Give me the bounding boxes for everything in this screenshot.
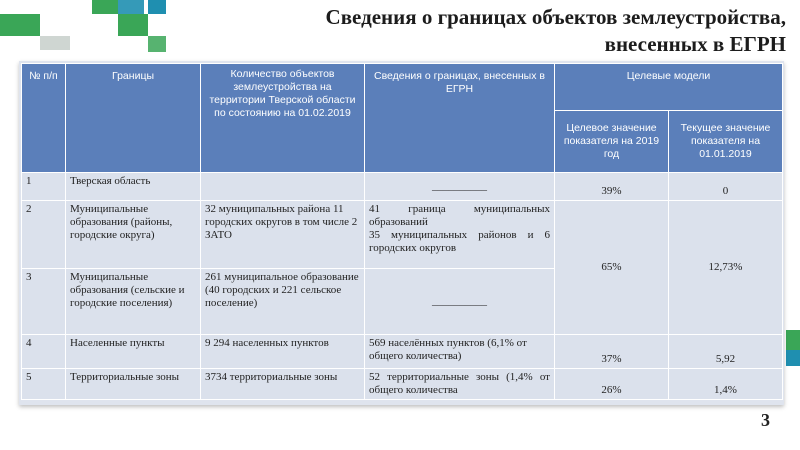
row-2-info: 41 граница муниципальных образований 35 …: [364, 200, 555, 269]
row-2-info-line-2: 35 муниципальных районов и 6 городских о…: [369, 229, 550, 254]
decorative-right-squares: [786, 330, 800, 366]
row-2-name: Муниципальные образования (районы, город…: [65, 200, 201, 269]
row-4-num: 4: [21, 334, 66, 369]
header-count: Количество объектов землеустройства на т…: [200, 63, 365, 173]
egrn-boundaries-table: № п/п Границы Количество объектов землеу…: [21, 63, 784, 400]
row-2-info-line-1: 41 граница муниципальных образований: [369, 203, 550, 228]
deco-square-green-4: [148, 36, 166, 52]
decorative-corner-shapes: [0, 0, 166, 52]
row-1-num: 1: [21, 172, 66, 201]
deco-square-green-3: [118, 14, 148, 36]
table-row: 5 Территориальные зоны 3734 территориаль…: [21, 368, 784, 400]
row-5-info: 52 территориальные зоны (1,4% от общего …: [364, 368, 555, 400]
row-5-target: 26%: [554, 368, 669, 400]
row-3-num: 3: [21, 268, 66, 335]
row-4-target: 37%: [554, 334, 669, 369]
row-4-current: 5,92: [667, 334, 784, 369]
header-current-value: Текущее значение показателя на 01.01.201…: [667, 110, 784, 173]
row-5-current: 1,4%: [667, 368, 784, 400]
row-2-num: 2: [21, 200, 66, 269]
row-1-count: [200, 172, 365, 201]
row-2-3-current: 12,73%: [667, 200, 784, 335]
table-row: 3 Муниципальные образования (сельские и …: [21, 268, 783, 335]
table-row: 1 Тверская область __________ 39% 0: [21, 172, 784, 201]
deco-square-teal-1: [118, 0, 144, 14]
row-2-count: 32 муниципальных района 11 городских окр…: [200, 200, 365, 269]
row-2-3-target: 65%: [554, 200, 669, 335]
row-5-num: 5: [21, 368, 66, 400]
deco-square-green-1: [92, 0, 118, 14]
slide-title: Сведения о границах объектов землеустрой…: [226, 4, 786, 58]
header-num: № п/п: [21, 63, 66, 173]
row-5-count: 3734 территориальные зоны: [200, 368, 365, 400]
header-target-value: Целевое значение показателя на 2019 год: [554, 110, 669, 173]
deco-square-teal-2: [148, 0, 166, 14]
row-5-name: Территориальные зоны: [65, 368, 201, 400]
row-3-count: 261 муниципальное образование (40 городс…: [200, 268, 365, 335]
row-4-name: Населенные пункты: [65, 334, 201, 369]
deco-square-gray: [40, 36, 70, 50]
table-row: 4 Населенные пункты 9 294 населенных пун…: [21, 334, 784, 369]
slide-title-line-2: внесенных в ЕГРН: [604, 32, 786, 56]
row-3-name: Муниципальные образования (сельские и го…: [65, 268, 201, 335]
row-4-count: 9 294 населенных пунктов: [200, 334, 365, 369]
row-1-info: __________: [364, 172, 555, 201]
row-3-info: __________: [364, 268, 555, 335]
row-1-target: 39%: [554, 172, 669, 201]
table-row: 2 Муниципальные образования (районы, гор…: [21, 200, 784, 335]
deco-square-green-2: [0, 14, 40, 36]
row-1-current: 0: [667, 172, 784, 201]
page-number: 3: [761, 410, 770, 430]
header-info: Сведения о границах, внесенных в ЕГРН: [364, 63, 555, 173]
slide-title-line-1: Сведения о границах объектов землеустрой…: [325, 5, 786, 29]
row-4-info: 569 населённых пунктов (6,1% от общего к…: [364, 334, 555, 369]
header-target-models: Целевые модели: [553, 63, 784, 111]
row-1-name: Тверская область: [65, 172, 201, 201]
header-boundaries: Границы: [65, 63, 201, 173]
table-container: № п/п Границы Количество объектов землеу…: [19, 61, 784, 405]
